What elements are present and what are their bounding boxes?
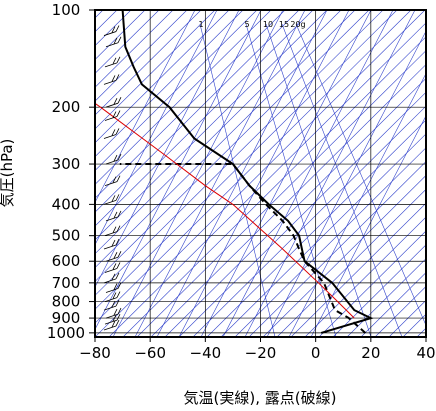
mixing-ratio-label: 5 [244,20,249,29]
skewed-line [276,188,426,337]
mixing-ratio-labels: 1 5 10 15 20g [198,20,305,29]
adiabat-line [156,10,328,337]
wind-barb [105,307,122,319]
wind-barb [104,314,121,325]
skewed-line [95,10,426,337]
skewed-line [95,10,216,130]
x-tick-label: 40 [416,344,435,362]
mixing-ratio-label: 1 [198,20,203,29]
skewed-line [95,10,272,185]
y-tick-label: 200 [52,98,81,116]
wind-barb [104,56,121,68]
x-axis-title: 気温(実線), 露点(破線) [184,389,337,407]
mixing-ratio-label: 15 [279,20,289,29]
wind-barb [103,25,120,36]
y-tick-label: 100 [52,1,81,19]
wind-barb [104,110,121,121]
skewed-line [136,50,426,337]
wind-barb [103,74,120,85]
adiabat-line [200,10,372,337]
skewed-line [95,10,244,158]
skewed-line [95,10,300,213]
y-tick-label: 1000 [47,324,85,342]
skewed-line [95,10,384,296]
mixing-ratio-line [245,23,337,337]
y-tick-label: 700 [52,274,81,292]
x-tick-label: −60 [134,344,166,362]
x-tick-label: −20 [245,344,277,362]
wind-barb [103,299,120,311]
y-tick-label: 900 [52,309,81,327]
mixing-ratio-label: 20g [290,20,305,29]
wind-barb [103,128,120,139]
y-tick-label: 400 [52,195,81,213]
y-tick-label: 500 [52,227,81,245]
skewed-line [95,10,370,282]
y-tick-label: 600 [52,252,81,270]
parcel-line [95,102,355,319]
y-tick-label: 300 [52,155,81,173]
skewed-line [95,10,202,116]
wind-barb [104,225,121,237]
x-axis: −80 −60 −40 −20 0 20 40 [79,337,436,362]
skewed-line [95,10,188,102]
mixing-ratio-line [199,23,276,337]
dewpoint-line [119,163,366,334]
wind-barb [103,319,120,331]
skewed-line [402,313,426,337]
y-axis-title: 気圧(hPa) [0,139,16,208]
wind-barb [105,210,122,222]
y-tick-label: 800 [52,293,81,311]
skewed-line [95,10,258,171]
adiabat-line [95,10,196,204]
adiabat-line [95,10,262,330]
adiabat-line [134,10,306,337]
wind-barb [103,238,120,250]
adiabat-line [112,10,284,337]
wind-barbs [103,25,122,331]
skewed-line [332,244,426,337]
x-tick-label: 0 [311,344,321,362]
mixing-ratio-line [281,23,403,337]
skewed-line [95,10,314,227]
temperature-line [121,10,374,334]
wind-barb [103,194,120,205]
series-layer [95,10,374,334]
wind-barb [104,291,121,302]
skewed-line [248,161,426,337]
skewed-line [95,10,174,88]
skewed-line [95,10,328,241]
wind-barb [105,282,122,293]
x-tick-label: −40 [190,344,222,362]
wind-barb [104,175,121,187]
grid-lines [95,10,426,337]
mixing-ratio-line [295,23,426,327]
wind-barb [103,272,120,284]
mixing-ratio-label: 10 [263,20,273,29]
skewed-line [108,22,426,337]
wind-barb [104,262,121,273]
skewed-line [95,10,286,199]
skewed-line [95,10,230,144]
adiabat-line [222,10,394,337]
wind-barb [105,36,122,48]
wind-barb [105,153,122,165]
skewed-line [431,10,436,337]
adiabat-line [244,10,416,337]
wind-barb [105,97,122,108]
wind-barb [105,251,122,262]
skewed-line [95,10,160,74]
mixing-ratio-line [265,23,372,337]
x-tick-label: −80 [79,344,111,362]
skewed-line [178,91,426,337]
adiabat-line [95,10,218,246]
x-tick-label: 20 [361,344,380,362]
